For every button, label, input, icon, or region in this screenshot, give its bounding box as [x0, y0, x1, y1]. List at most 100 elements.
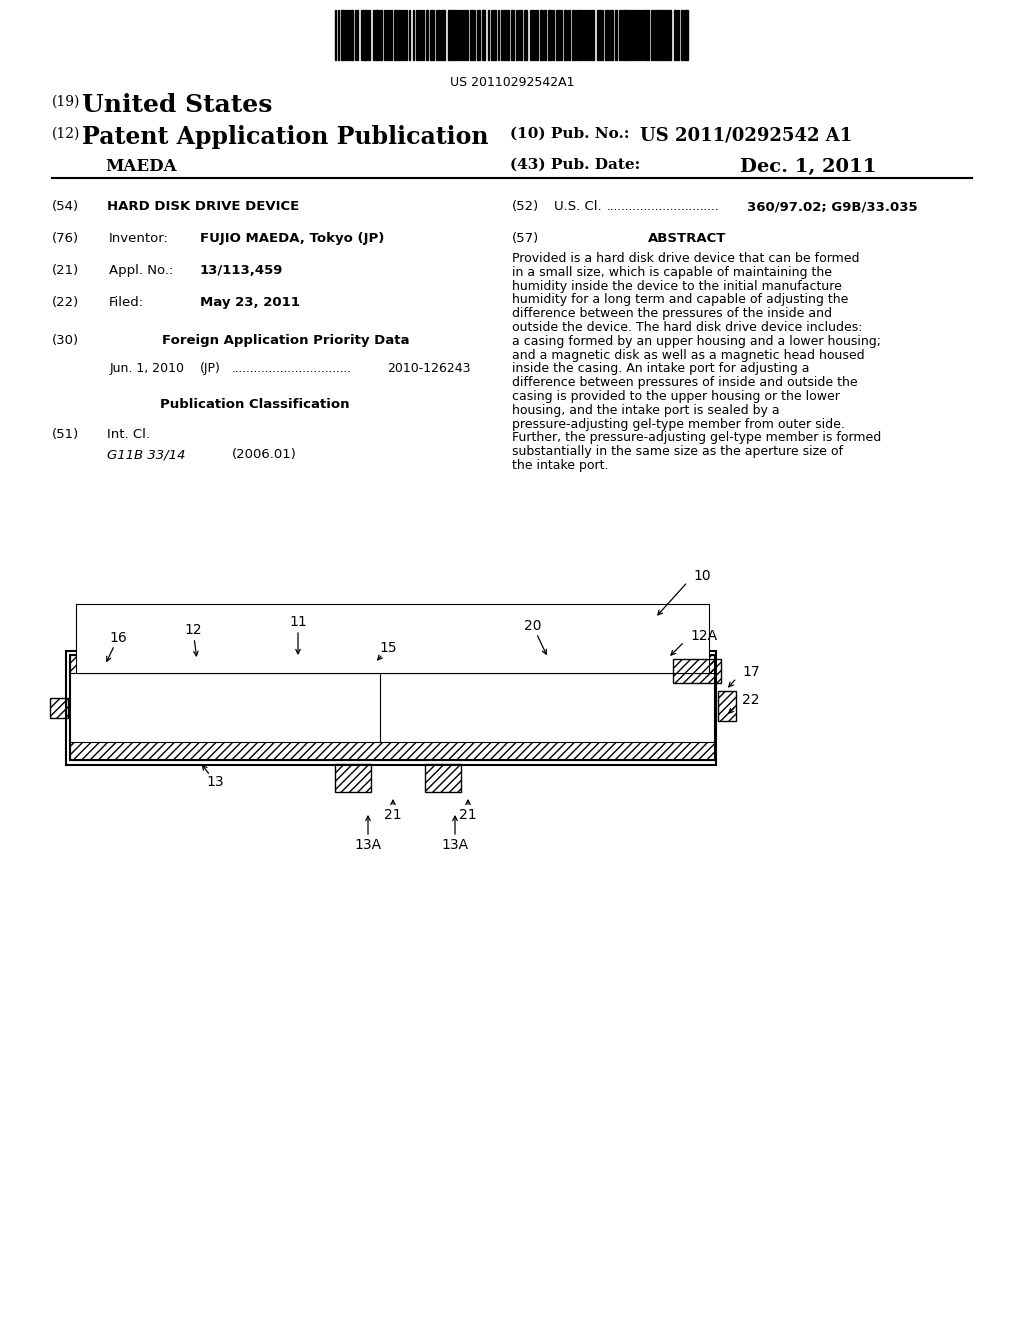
- Text: 13A: 13A: [441, 838, 469, 851]
- Bar: [335, 764, 371, 792]
- Text: and a magnetic disk as well as a magnetic head housed: and a magnetic disk as well as a magneti…: [512, 348, 864, 362]
- Text: humidity for a long term and capable of adjusting the: humidity for a long term and capable of …: [512, 293, 848, 306]
- Bar: [511, 11, 514, 59]
- Text: Filed:: Filed:: [109, 296, 144, 309]
- Text: US 20110292542A1: US 20110292542A1: [451, 77, 574, 88]
- Bar: [544, 11, 546, 59]
- Text: (52): (52): [512, 201, 540, 213]
- Bar: [548, 11, 552, 59]
- Text: in a small size, which is capable of maintaining the: in a small size, which is capable of mai…: [512, 265, 831, 279]
- Bar: [76, 605, 709, 673]
- Text: (2006.01): (2006.01): [232, 447, 297, 461]
- Text: casing is provided to the upper housing or the lower: casing is provided to the upper housing …: [512, 389, 840, 403]
- Bar: [384, 11, 386, 59]
- Bar: [394, 11, 397, 59]
- Bar: [540, 11, 543, 59]
- Bar: [669, 11, 671, 59]
- Bar: [572, 11, 574, 59]
- Text: inside the casing. An intake port for adjusting a: inside the casing. An intake port for ad…: [512, 363, 810, 375]
- Bar: [587, 11, 589, 59]
- Text: HARD DISK DRIVE DEVICE: HARD DISK DRIVE DEVICE: [106, 201, 299, 213]
- Bar: [503, 11, 506, 59]
- Bar: [346, 11, 348, 59]
- Bar: [493, 11, 496, 59]
- Bar: [70, 655, 715, 760]
- Bar: [681, 11, 683, 59]
- Text: (10) Pub. No.:: (10) Pub. No.:: [510, 127, 630, 141]
- Text: (12): (12): [52, 127, 80, 141]
- Text: May 23, 2011: May 23, 2011: [200, 296, 300, 309]
- Text: housing, and the intake port is sealed by a: housing, and the intake port is sealed b…: [512, 404, 779, 417]
- Text: (54): (54): [52, 201, 79, 213]
- Bar: [564, 11, 567, 59]
- Bar: [623, 11, 627, 59]
- Text: the intake port.: the intake port.: [512, 459, 608, 473]
- Bar: [657, 11, 662, 59]
- Text: substantially in the same size as the aperture size of: substantially in the same size as the ap…: [512, 445, 843, 458]
- Bar: [577, 11, 580, 59]
- Bar: [458, 11, 460, 59]
- Text: ABSTRACT: ABSTRACT: [648, 232, 726, 246]
- Bar: [677, 11, 679, 59]
- Text: ................................: ................................: [232, 362, 352, 375]
- Text: ..............................: ..............................: [607, 201, 720, 213]
- Text: difference between pressures of inside and outside the: difference between pressures of inside a…: [512, 376, 858, 389]
- Bar: [418, 11, 420, 59]
- Text: 16: 16: [110, 631, 127, 645]
- Bar: [375, 11, 379, 59]
- Text: US 2011/0292542 A1: US 2011/0292542 A1: [640, 127, 852, 145]
- Text: U.S. Cl.: U.S. Cl.: [554, 201, 602, 213]
- Bar: [556, 11, 560, 59]
- Bar: [470, 11, 473, 59]
- Bar: [532, 11, 534, 59]
- Bar: [673, 659, 721, 682]
- Bar: [568, 11, 570, 59]
- Text: 21: 21: [459, 808, 477, 822]
- Text: 360/97.02; G9B/33.035: 360/97.02; G9B/33.035: [746, 201, 918, 213]
- Bar: [665, 11, 668, 59]
- Bar: [426, 11, 428, 59]
- Text: Publication Classification: Publication Classification: [160, 399, 349, 411]
- Text: Provided is a hard disk drive device that can be formed: Provided is a hard disk drive device tha…: [512, 252, 859, 265]
- Bar: [449, 11, 451, 59]
- Text: 11: 11: [289, 615, 307, 630]
- Text: (76): (76): [52, 232, 79, 246]
- Bar: [610, 11, 613, 59]
- Bar: [674, 11, 676, 59]
- Bar: [70, 742, 715, 760]
- Text: Foreign Application Priority Data: Foreign Application Priority Data: [162, 334, 410, 347]
- Text: FUJIO MAEDA, Tokyo (JP): FUJIO MAEDA, Tokyo (JP): [200, 232, 384, 246]
- Text: Jun. 1, 2010: Jun. 1, 2010: [110, 362, 185, 375]
- Bar: [438, 11, 440, 59]
- Text: G11B 33/14: G11B 33/14: [106, 447, 185, 461]
- Text: 13/113,459: 13/113,459: [200, 264, 284, 277]
- Bar: [597, 11, 601, 59]
- Bar: [520, 11, 522, 59]
- Text: MAEDA: MAEDA: [105, 158, 176, 176]
- Text: (51): (51): [52, 428, 79, 441]
- Text: Appl. No.:: Appl. No.:: [109, 264, 173, 277]
- Text: 12A: 12A: [690, 630, 717, 643]
- Text: Dec. 1, 2011: Dec. 1, 2011: [740, 158, 877, 176]
- Text: pressure-adjusting gel-type member from outer side.: pressure-adjusting gel-type member from …: [512, 417, 845, 430]
- Bar: [380, 11, 382, 59]
- Bar: [507, 11, 509, 59]
- Bar: [425, 764, 461, 792]
- Text: Further, the pressure-adjusting gel-type member is formed: Further, the pressure-adjusting gel-type…: [512, 432, 882, 445]
- Text: 15: 15: [379, 642, 397, 655]
- Text: (JP): (JP): [200, 362, 221, 375]
- Text: Int. Cl.: Int. Cl.: [106, 428, 150, 441]
- Bar: [50, 698, 68, 718]
- Text: 2010-126243: 2010-126243: [387, 362, 470, 375]
- Text: humidity inside the device to the initial manufacture: humidity inside the device to the initia…: [512, 280, 842, 293]
- Text: 22: 22: [742, 693, 760, 708]
- Bar: [351, 11, 353, 59]
- Text: Inventor:: Inventor:: [109, 232, 169, 246]
- Text: 17: 17: [742, 665, 760, 678]
- Bar: [441, 11, 445, 59]
- Bar: [430, 11, 434, 59]
- Bar: [684, 11, 688, 59]
- Text: (19): (19): [52, 95, 80, 110]
- Bar: [718, 690, 736, 721]
- Text: 20: 20: [524, 619, 542, 634]
